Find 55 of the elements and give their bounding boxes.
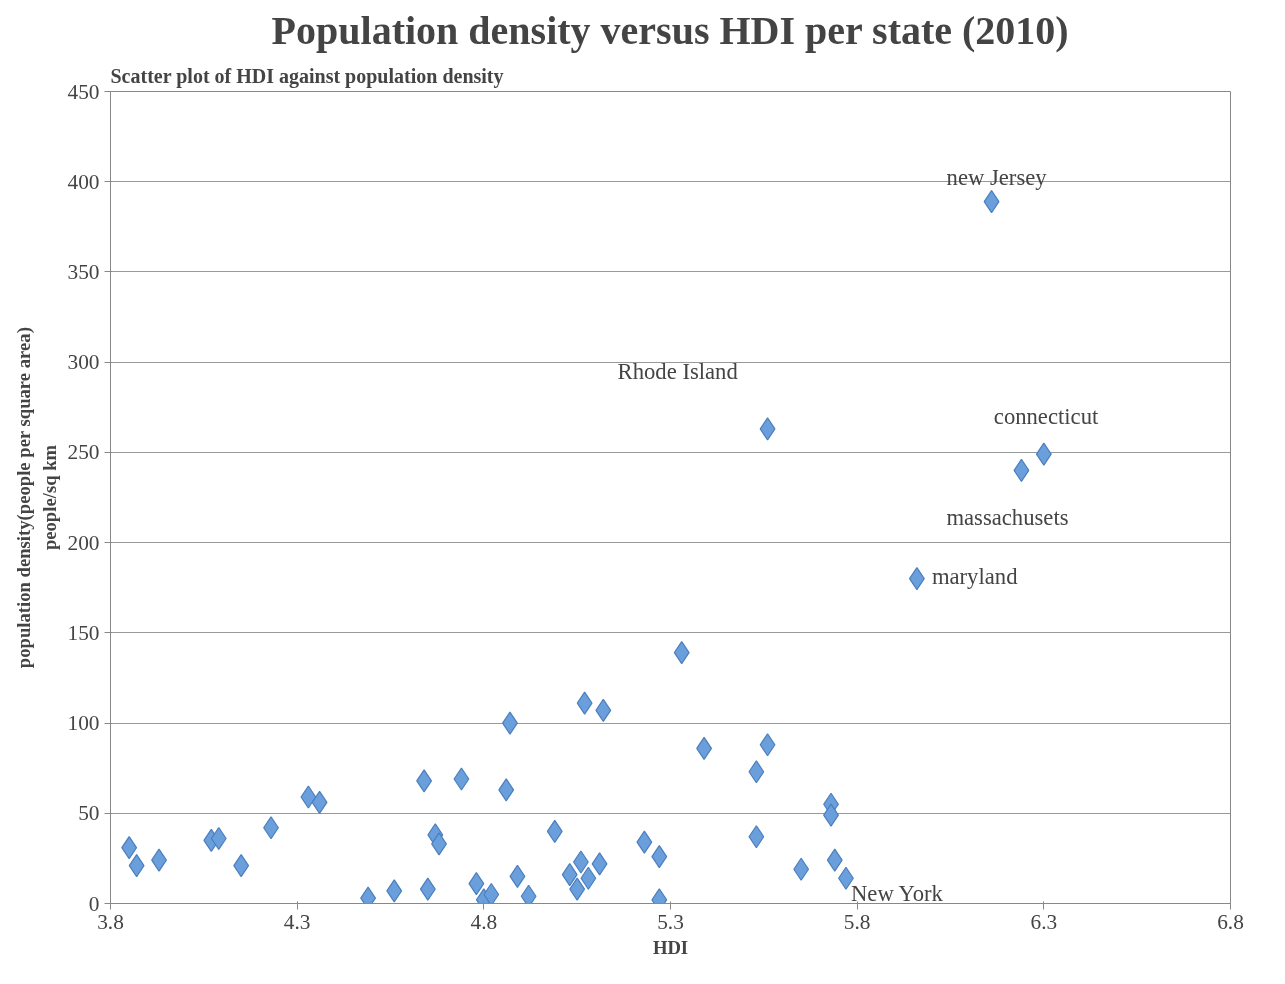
annotation: massachusets: [946, 505, 1069, 531]
annotation: New York: [850, 881, 944, 907]
point: [1035, 442, 1052, 466]
point: [546, 819, 563, 843]
point: [453, 767, 470, 791]
annotation: connecticut: [993, 404, 1099, 430]
y-tick-label: 150: [67, 620, 100, 645]
point: [468, 872, 485, 896]
y-tick-label: 200: [67, 530, 100, 555]
y-axis-title: population density(people per square area) people/sq km: [13, 327, 60, 669]
point: [576, 691, 593, 715]
point: [580, 866, 597, 890]
point: [673, 641, 690, 665]
x-tick-label: 6.8: [1217, 909, 1244, 934]
y-tick-label: 50: [78, 801, 100, 826]
y-tick-label: 350: [67, 259, 100, 284]
x-axis-title: HDI: [652, 936, 689, 958]
point: [908, 567, 925, 591]
x-tick-label: 5.3: [657, 909, 684, 934]
x-tick-label: 4.3: [283, 909, 311, 934]
y-tick-label: 100: [67, 711, 100, 736]
point: [416, 769, 433, 793]
point: [793, 857, 810, 881]
point: [748, 760, 765, 784]
point: [300, 785, 317, 809]
chart-subtitle: Scatter plot of HDI against population density: [110, 64, 504, 88]
point: [569, 877, 586, 901]
point: [696, 736, 713, 760]
y-tick-label: 400: [67, 169, 100, 194]
y-tick-label: 0: [88, 891, 100, 916]
point: [572, 850, 589, 874]
point: [759, 733, 776, 757]
point: [498, 778, 515, 802]
point: [748, 825, 765, 849]
point: [561, 863, 578, 887]
point: [759, 417, 776, 441]
point: [636, 830, 653, 854]
annotation: new Jersey: [946, 164, 1048, 190]
x-tick-label: 5.8: [843, 909, 871, 934]
y-tick-label: 300: [67, 350, 100, 375]
point: [128, 854, 145, 878]
x-tick-label: 3.8: [97, 909, 124, 934]
y-tick-label: 250: [67, 440, 100, 465]
annotation: Rhode Island: [617, 358, 739, 384]
x-tick-label: 4.8: [470, 909, 498, 934]
point: [386, 879, 403, 903]
point: [591, 852, 608, 876]
point: [483, 882, 500, 904]
point: [419, 877, 436, 901]
annotation: maryland: [931, 563, 1019, 589]
chart-title: Population density versus HDI per state (2010): [271, 7, 1069, 53]
x-tick-label: 6.3: [1030, 909, 1058, 934]
y-tick-label: 450: [67, 79, 100, 104]
point: [826, 848, 843, 872]
point: [233, 854, 250, 878]
